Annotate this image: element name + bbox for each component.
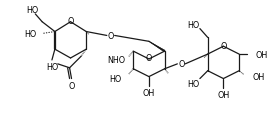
Text: OH: OH — [217, 90, 229, 99]
Text: O: O — [178, 60, 185, 69]
Text: NHO: NHO — [108, 56, 126, 65]
Polygon shape — [149, 42, 165, 52]
Text: O: O — [108, 32, 114, 41]
Text: O: O — [68, 81, 75, 90]
Text: O: O — [67, 17, 74, 26]
Text: O: O — [220, 41, 226, 50]
Text: OH: OH — [253, 72, 265, 81]
Text: HO: HO — [187, 79, 199, 88]
Text: HO: HO — [109, 74, 122, 83]
Text: HO: HO — [24, 30, 36, 39]
Text: OH: OH — [256, 50, 268, 59]
Text: OH: OH — [143, 88, 155, 97]
Text: HO: HO — [46, 63, 58, 72]
Text: HO: HO — [26, 6, 38, 15]
Text: O: O — [146, 54, 152, 63]
Text: HO: HO — [187, 21, 199, 30]
